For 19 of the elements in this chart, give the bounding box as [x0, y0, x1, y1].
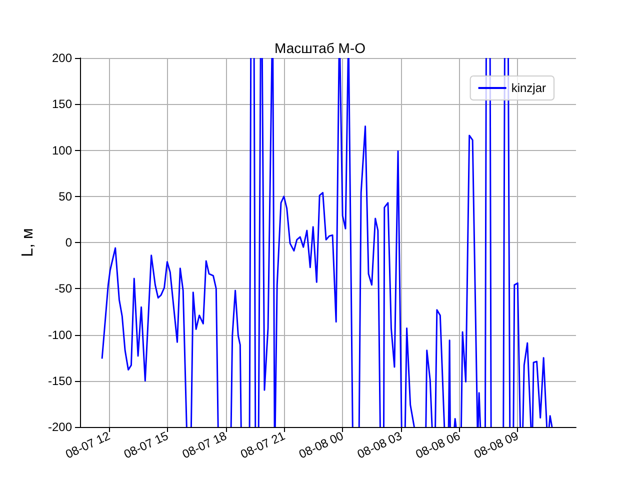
y-axis-title: L, м	[20, 228, 36, 257]
y-tick-label: 50	[58, 189, 72, 204]
y-tick-label: 0	[65, 236, 72, 250]
chart-title: Масштаб М-О	[274, 40, 366, 56]
x-tick-label: 08-08 03	[355, 428, 404, 462]
y-tick-label: 150	[52, 97, 72, 112]
y-tick-label: 100	[52, 143, 72, 158]
y-tick-label: 200	[52, 51, 72, 65]
y-tick-label: -150	[48, 374, 72, 388]
x-tick-label: 08-07 18	[180, 428, 230, 462]
y-tick-label: -50	[54, 282, 72, 296]
x-tick-label: 08-08 09	[472, 428, 521, 462]
x-tick-label: 08-08 06	[413, 428, 463, 462]
legend-label: kinzjar	[511, 81, 546, 95]
x-tick-label: 08-07 15	[122, 428, 171, 462]
y-tick-label: -100	[48, 328, 72, 342]
x-tick-label: 08-08 00	[296, 428, 346, 462]
y-tick-label: -200	[48, 420, 72, 434]
x-tick-label: 08-07 21	[238, 428, 288, 462]
